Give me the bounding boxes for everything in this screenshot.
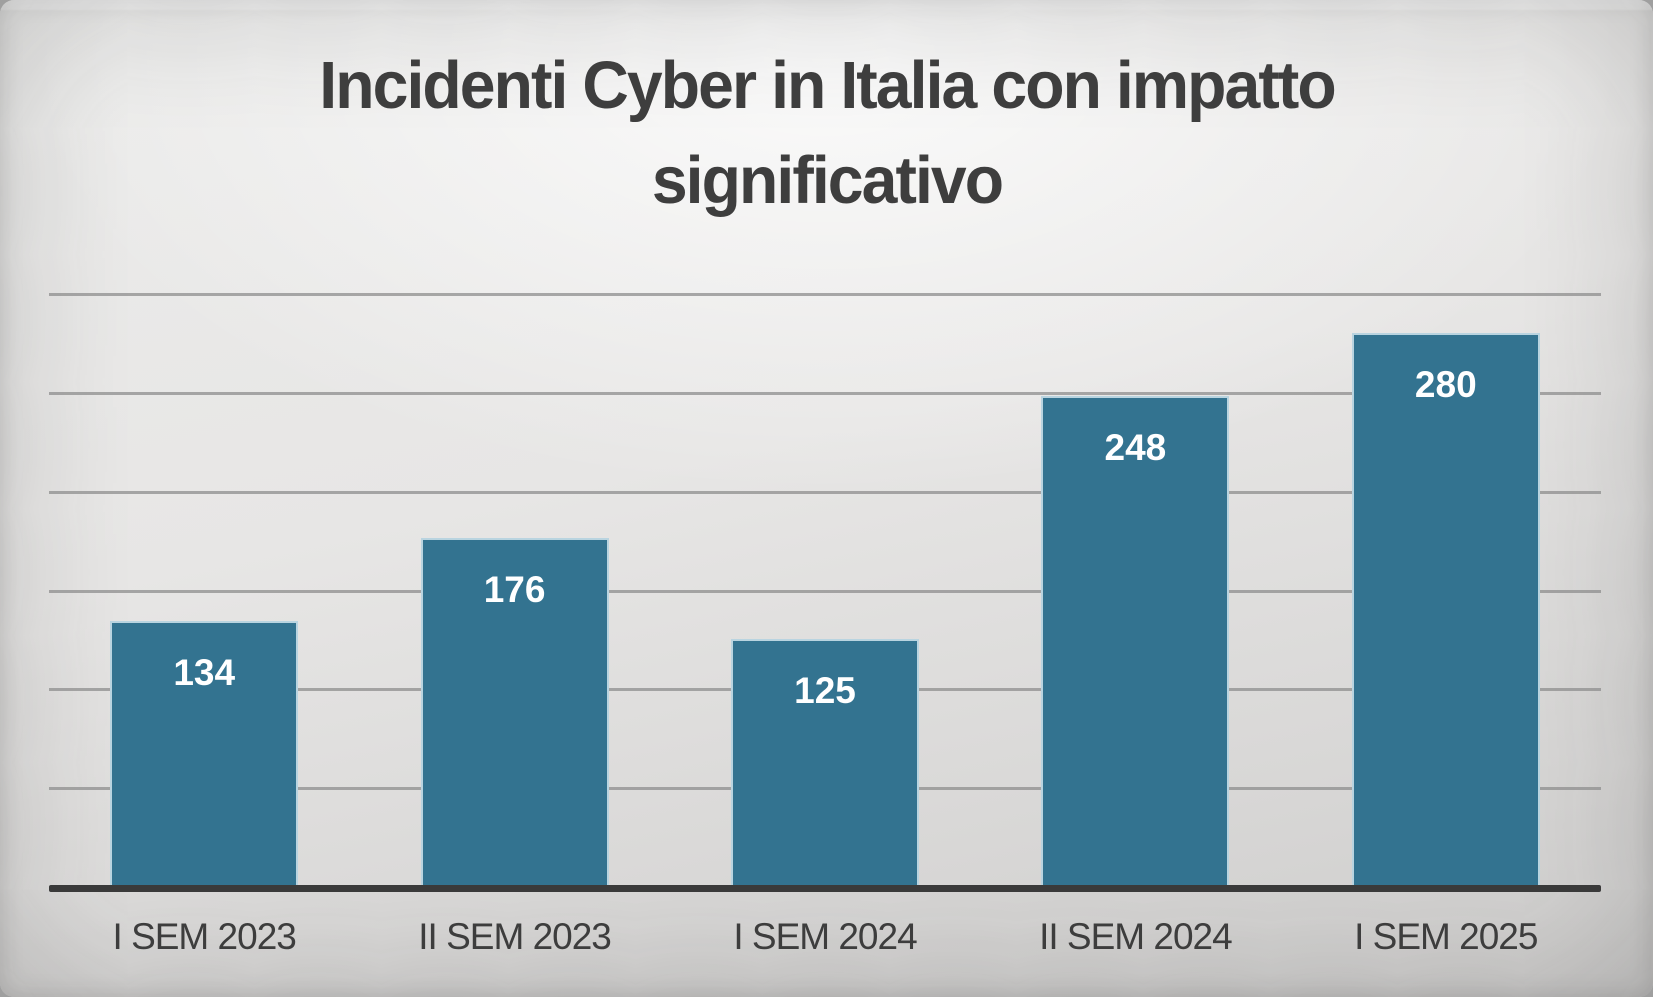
bar: 125 (731, 638, 919, 886)
chart-title: Incidenti Cyber in Italia con impatto si… (318, 48, 1336, 218)
x-axis-label: II SEM 2024 (1039, 916, 1233, 957)
bar: 280 (1351, 332, 1540, 886)
bar-value-label: 248 (1104, 426, 1167, 468)
gridline (49, 293, 1601, 296)
bar: 134 (110, 621, 299, 886)
bar-value-label: 125 (794, 669, 856, 711)
gridline (49, 589, 1601, 593)
bar-value-label: 280 (1414, 363, 1477, 405)
x-axis-line (49, 885, 1601, 892)
x-axis-label: II SEM 2023 (418, 916, 612, 957)
gridline (49, 391, 1601, 395)
x-axis-label: I SEM 2023 (112, 916, 297, 957)
gridline (49, 490, 1601, 494)
bar: 248 (1041, 395, 1230, 886)
x-axis-label: I SEM 2025 (1354, 916, 1538, 957)
bar-value-label: 134 (173, 652, 236, 694)
x-axis-label: I SEM 2024 (733, 916, 917, 957)
bar-value-label: 176 (483, 569, 546, 611)
bar: 176 (420, 538, 609, 886)
